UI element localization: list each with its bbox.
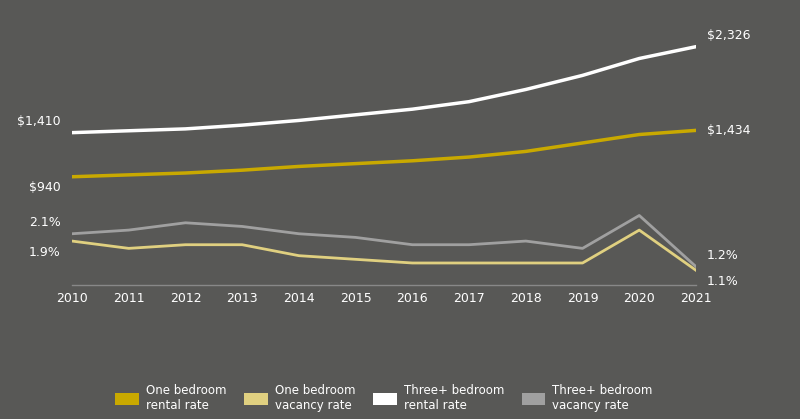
- Text: $2,326: $2,326: [707, 29, 750, 42]
- Text: $940: $940: [29, 181, 61, 194]
- Legend: One bedroom
rental rate, One bedroom
vacancy rate, Three+ bedroom
rental rate, T: One bedroom rental rate, One bedroom vac…: [110, 379, 658, 416]
- Text: 1.2%: 1.2%: [707, 249, 739, 262]
- Text: $1,434: $1,434: [707, 124, 750, 137]
- Text: $1,410: $1,410: [18, 115, 61, 128]
- Text: 1.9%: 1.9%: [29, 246, 61, 259]
- Text: 1.1%: 1.1%: [707, 275, 739, 288]
- Text: 2.1%: 2.1%: [29, 216, 61, 229]
